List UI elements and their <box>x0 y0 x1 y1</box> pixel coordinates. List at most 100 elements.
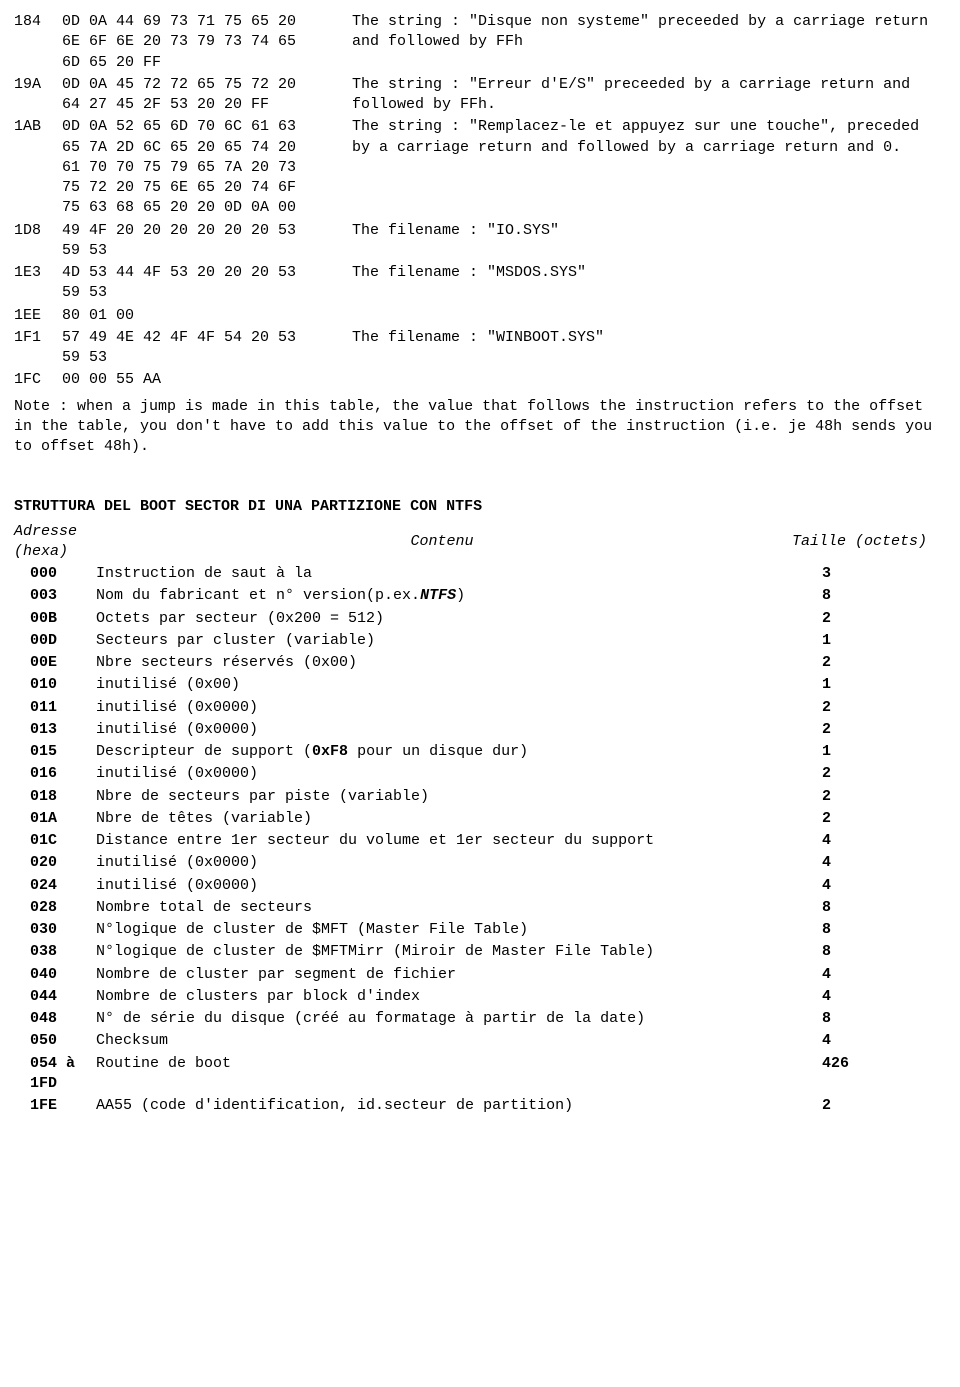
ntfs-content-cell: N° de série du disque (créé au formatage… <box>96 1009 792 1031</box>
ntfs-content-cell: N°logique de cluster de $MFT (Master Fil… <box>96 920 792 942</box>
ntfs-addr-cell: 01C <box>14 831 96 853</box>
ntfs-size-cell: 2 <box>792 787 946 809</box>
ntfs-addr-cell: 010 <box>14 675 96 697</box>
offset-cell: 1E3 <box>14 263 62 306</box>
ntfs-size-cell: 8 <box>792 920 946 942</box>
hex-cell: 0D 0A 52 65 6D 70 6C 61 63 65 7A 2D 6C 6… <box>62 117 352 220</box>
ntfs-header-cont: Contenu <box>96 522 792 565</box>
desc-cell: The string : "Disque non systeme" precee… <box>352 12 946 75</box>
ntfs-content-cell: inutilisé (0x00) <box>96 675 792 697</box>
ntfs-content-cell: Secteurs par cluster (variable) <box>96 631 792 653</box>
ntfs-size-cell: 8 <box>792 1009 946 1031</box>
ntfs-content-cell: Nombre de cluster par segment de fichier <box>96 965 792 987</box>
ntfs-addr-cell: 028 <box>14 898 96 920</box>
ntfs-addr-cell: 015 <box>14 742 96 764</box>
ntfs-size-cell: 4 <box>792 853 946 875</box>
desc-cell: The filename : "WINBOOT.SYS" <box>352 328 946 371</box>
ntfs-size-cell: 1 <box>792 631 946 653</box>
ntfs-size-cell: 426 <box>792 1054 946 1097</box>
desc-cell: The filename : "IO.SYS" <box>352 221 946 264</box>
ntfs-size-cell: 1 <box>792 742 946 764</box>
desc-cell: The filename : "MSDOS.SYS" <box>352 263 946 306</box>
ntfs-size-cell: 4 <box>792 965 946 987</box>
ntfs-content-cell: AA55 (code d'identification, id.secteur … <box>96 1096 792 1118</box>
ntfs-content-cell: Nombre de clusters par block d'index <box>96 987 792 1009</box>
ntfs-content-cell: Nbre de secteurs par piste (variable) <box>96 787 792 809</box>
ntfs-size-cell: 4 <box>792 876 946 898</box>
desc-cell <box>352 306 946 328</box>
note-text: Note : when a jump is made in this table… <box>14 397 946 458</box>
ntfs-content-cell: Descripteur de support (0xF8 pour un dis… <box>96 742 792 764</box>
hex-cell: 00 00 55 AA <box>62 370 352 392</box>
ntfs-size-cell: 4 <box>792 831 946 853</box>
ntfs-size-cell: 2 <box>792 698 946 720</box>
ntfs-content-cell: inutilisé (0x0000) <box>96 720 792 742</box>
ntfs-size-cell: 2 <box>792 1096 946 1118</box>
ntfs-size-cell: 4 <box>792 987 946 1009</box>
ntfs-size-cell: 8 <box>792 586 946 608</box>
ntfs-addr-cell: 040 <box>14 965 96 987</box>
desc-cell: The string : "Remplacez-le et appuyez su… <box>352 117 946 220</box>
ntfs-addr-cell: 00E <box>14 653 96 675</box>
ntfs-addr-cell: 024 <box>14 876 96 898</box>
ntfs-addr-cell: 016 <box>14 764 96 786</box>
offset-cell: 1D8 <box>14 221 62 264</box>
ntfs-size-cell: 8 <box>792 898 946 920</box>
offset-cell: 1EE <box>14 306 62 328</box>
ntfs-size-cell: 3 <box>792 564 946 586</box>
ntfs-size-cell: 2 <box>792 609 946 631</box>
ntfs-addr-cell: 013 <box>14 720 96 742</box>
offset-cell: 1F1 <box>14 328 62 371</box>
ntfs-content-cell: inutilisé (0x0000) <box>96 876 792 898</box>
ntfs-content-cell: Routine de boot <box>96 1054 792 1097</box>
hex-cell: 49 4F 20 20 20 20 20 20 53 59 53 <box>62 221 352 264</box>
ntfs-addr-cell: 044 <box>14 987 96 1009</box>
hex-cell: 4D 53 44 4F 53 20 20 20 53 59 53 <box>62 263 352 306</box>
desc-cell <box>352 370 946 392</box>
ntfs-addr-cell: 00D <box>14 631 96 653</box>
ntfs-content-cell: Nbre de têtes (variable) <box>96 809 792 831</box>
ntfs-addr-cell: 003 <box>14 586 96 608</box>
disassembly-table: 1840D 0A 44 69 73 71 75 65 20 6E 6F 6E 2… <box>14 12 946 393</box>
ntfs-size-cell: 2 <box>792 764 946 786</box>
ntfs-content-cell: Nbre secteurs réservés (0x00) <box>96 653 792 675</box>
ntfs-content-cell: Instruction de saut à la <box>96 564 792 586</box>
offset-cell: 1FC <box>14 370 62 392</box>
ntfs-addr-cell: 048 <box>14 1009 96 1031</box>
ntfs-addr-cell: 01A <box>14 809 96 831</box>
ntfs-content-cell: Distance entre 1er secteur du volume et … <box>96 831 792 853</box>
ntfs-content-cell: inutilisé (0x0000) <box>96 698 792 720</box>
ntfs-addr-cell: 000 <box>14 564 96 586</box>
ntfs-content-cell: Nombre total de secteurs <box>96 898 792 920</box>
hex-cell: 57 49 4E 42 4F 4F 54 20 53 59 53 <box>62 328 352 371</box>
offset-cell: 19A <box>14 75 62 118</box>
ntfs-content-cell: Octets par secteur (0x200 = 512) <box>96 609 792 631</box>
ntfs-addr-cell: 054 à 1FD <box>14 1054 96 1097</box>
ntfs-header-addr: Adresse (hexa) <box>14 522 96 565</box>
ntfs-content-cell: N°logique de cluster de $MFTMirr (Miroir… <box>96 942 792 964</box>
offset-cell: 184 <box>14 12 62 75</box>
desc-cell: The string : "Erreur d'E/S" preceeded by… <box>352 75 946 118</box>
hex-cell: 0D 0A 44 69 73 71 75 65 20 6E 6F 6E 20 7… <box>62 12 352 75</box>
section-title: STRUTTURA DEL BOOT SECTOR DI UNA PARTIZI… <box>14 497 946 517</box>
ntfs-size-cell: 2 <box>792 653 946 675</box>
hex-cell: 0D 0A 45 72 72 65 75 72 20 64 27 45 2F 5… <box>62 75 352 118</box>
ntfs-header-size: Taille (octets) <box>792 522 946 565</box>
ntfs-content-cell: Nom du fabricant et n° version(p.ex.NTFS… <box>96 586 792 608</box>
ntfs-size-cell: 2 <box>792 720 946 742</box>
ntfs-size-cell: 8 <box>792 942 946 964</box>
ntfs-addr-cell: 1FE <box>14 1096 96 1118</box>
ntfs-size-cell: 1 <box>792 675 946 697</box>
ntfs-addr-cell: 038 <box>14 942 96 964</box>
ntfs-addr-cell: 018 <box>14 787 96 809</box>
ntfs-table: Adresse (hexa) Contenu Taille (octets) 0… <box>14 522 946 1119</box>
hex-cell: 80 01 00 <box>62 306 352 328</box>
ntfs-addr-cell: 020 <box>14 853 96 875</box>
ntfs-content-cell: Checksum <box>96 1031 792 1053</box>
ntfs-addr-cell: 050 <box>14 1031 96 1053</box>
ntfs-size-cell: 2 <box>792 809 946 831</box>
ntfs-size-cell: 4 <box>792 1031 946 1053</box>
ntfs-addr-cell: 00B <box>14 609 96 631</box>
ntfs-addr-cell: 011 <box>14 698 96 720</box>
offset-cell: 1AB <box>14 117 62 220</box>
